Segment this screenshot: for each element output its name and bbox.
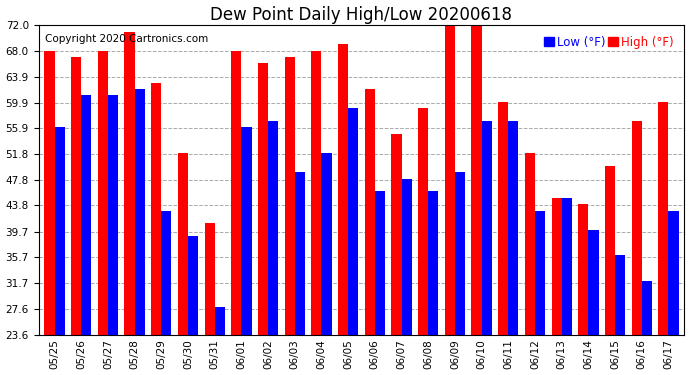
Bar <box>498 102 509 335</box>
Bar <box>81 96 91 335</box>
Bar <box>151 82 161 335</box>
Bar <box>631 121 642 335</box>
Bar <box>605 166 615 335</box>
Bar <box>55 128 65 335</box>
Bar <box>108 96 118 335</box>
Legend: Low (°F), High (°F): Low (°F), High (°F) <box>540 31 678 54</box>
Bar <box>231 51 241 335</box>
Bar <box>98 51 108 335</box>
Bar <box>375 191 385 335</box>
Bar <box>525 153 535 335</box>
Bar <box>44 51 55 335</box>
Bar <box>161 211 171 335</box>
Bar <box>535 211 545 335</box>
Bar <box>428 191 438 335</box>
Bar <box>215 307 225 335</box>
Bar <box>615 255 625 335</box>
Bar <box>135 89 145 335</box>
Bar <box>509 121 518 335</box>
Bar <box>322 153 332 335</box>
Bar <box>124 32 135 335</box>
Bar <box>178 153 188 335</box>
Bar <box>402 178 412 335</box>
Bar <box>258 63 268 335</box>
Bar <box>188 236 198 335</box>
Bar <box>482 121 492 335</box>
Bar <box>71 57 81 335</box>
Bar <box>445 25 455 335</box>
Bar <box>338 44 348 335</box>
Text: Copyright 2020 Cartronics.com: Copyright 2020 Cartronics.com <box>45 34 208 44</box>
Bar <box>268 121 278 335</box>
Bar <box>365 89 375 335</box>
Bar <box>204 224 215 335</box>
Bar <box>295 172 305 335</box>
Bar <box>642 281 652 335</box>
Bar <box>241 128 252 335</box>
Bar <box>658 102 669 335</box>
Bar <box>589 230 598 335</box>
Bar <box>284 57 295 335</box>
Title: Dew Point Daily High/Low 20200618: Dew Point Daily High/Low 20200618 <box>210 6 513 24</box>
Bar <box>311 51 322 335</box>
Bar <box>348 108 358 335</box>
Bar <box>562 198 572 335</box>
Bar <box>578 204 589 335</box>
Bar <box>471 25 482 335</box>
Bar <box>551 198 562 335</box>
Bar <box>455 172 465 335</box>
Bar <box>418 108 428 335</box>
Bar <box>391 134 402 335</box>
Bar <box>669 211 678 335</box>
